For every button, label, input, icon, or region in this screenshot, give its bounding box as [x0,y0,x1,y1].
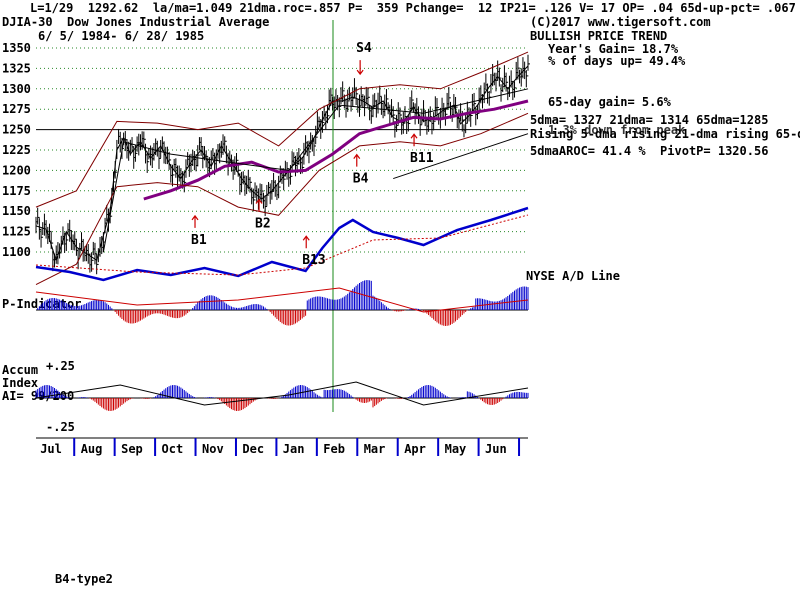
x-tick-label: Sep [121,442,143,456]
y-tick-label: 1175 [2,184,31,198]
days-up: % of days up= 49.4% [548,54,686,68]
ad-line-label: NYSE A/D Line [526,269,620,283]
x-tick-label: Mar [364,442,386,456]
buy-arrow [191,214,199,228]
chart-title: DJIA-30 Dow Jones Industrial Average [2,15,270,29]
buy-arrow [353,153,361,167]
y-tick-label: 1350 [2,41,31,55]
accum-lower-label: -.25 [46,420,75,434]
series-21-dma [102,88,529,253]
y-tick-label: 1200 [2,163,31,177]
x-tick-label: Aug [81,442,103,456]
years-gain: Year's Gain= 18.7% [548,42,679,56]
annotation-b13: B13 [302,253,325,268]
x-tick-label: Oct [162,442,184,456]
price-grid [36,20,528,412]
x-tick-label: Nov [202,442,224,456]
y-tick-label: 1225 [2,143,31,157]
p-indicator-histogram [35,280,529,326]
footer-signal: B4-type2 [55,572,113,586]
dma-values: 5dma= 1327 21dma= 1314 65dma=1285 [530,113,769,127]
x-tick-label: Dec [242,442,264,456]
x-axis: Jul Aug Sep Oct Nov Dec Jan Feb Mar Apr May Jun [36,437,528,456]
copyright: (C)2017 www.tigersoft.com [530,15,711,29]
accum-index-label: Index [2,376,39,390]
annotation-b1: B1 [191,233,207,248]
header-stats-line: L=1/29 1292.62 la/ma=1.049 21dma.roc=.85… [30,1,796,15]
annotation-b4: B4 [353,172,369,187]
series-upper-band [35,51,529,208]
accum-ma [35,381,529,406]
y-tick-label: 1275 [2,102,31,116]
trend-label: BULLISH PRICE TREND [530,29,668,43]
date-range: 6/ 5/ 1984- 6/ 28/ 1985 [38,29,205,43]
accum-histogram [35,381,529,411]
buy-arrow [410,133,418,147]
x-tick-label: Apr [404,442,426,456]
y-tick-label: 1125 [2,225,31,239]
x-tick-label: Jul [40,442,62,456]
y-tick-label: 1325 [2,61,31,75]
x-tick-label: Jun [485,442,507,456]
y-tick-label: 1100 [2,245,31,259]
down-from-peak: 1.3% down from peak [548,123,686,137]
buy-arrow [255,198,263,212]
annotation-b11: B11 [410,151,434,166]
y-tick-label: 1150 [2,204,31,218]
series-lower-band [35,112,529,286]
x-tick-label: Jan [283,442,305,456]
annotation-b2: B2 [255,217,271,232]
sell-arrow [356,60,364,76]
rising-dma: Rising 5-dma rising 21-dma rising 65-dma [530,127,800,141]
signal-annotations: B1 B2 B13 S4 B4 B11 [191,41,434,268]
p-indicator-ma [35,287,529,313]
y-tick-label: 1300 [2,82,31,96]
series-nyse-a-d-line [35,206,529,282]
trend-line [393,133,529,180]
accum-upper-label: +.25 [46,359,75,373]
x-tick-label: May [445,442,467,456]
gain-65-day: 65-day gain= 5.6% [548,95,671,109]
accum-title: Accum [2,363,39,377]
y-tick-label: 1250 [2,123,31,137]
y-axis-ticks: 1100 1125 1150 1175 1200 1225 1250 1275 1300 1325… [2,41,31,259]
buy-arrow [302,235,310,249]
annotation-s4: S4 [356,41,372,56]
series-65-dma [143,99,529,201]
price-bars [35,54,530,275]
series-ad-moving-average [35,214,529,276]
series-lines [35,51,529,286]
x-tick-label: Feb [323,442,345,456]
aroc-pivot: 5dmaAROC= 41.4 % PivotP= 1320.56 [530,144,769,158]
